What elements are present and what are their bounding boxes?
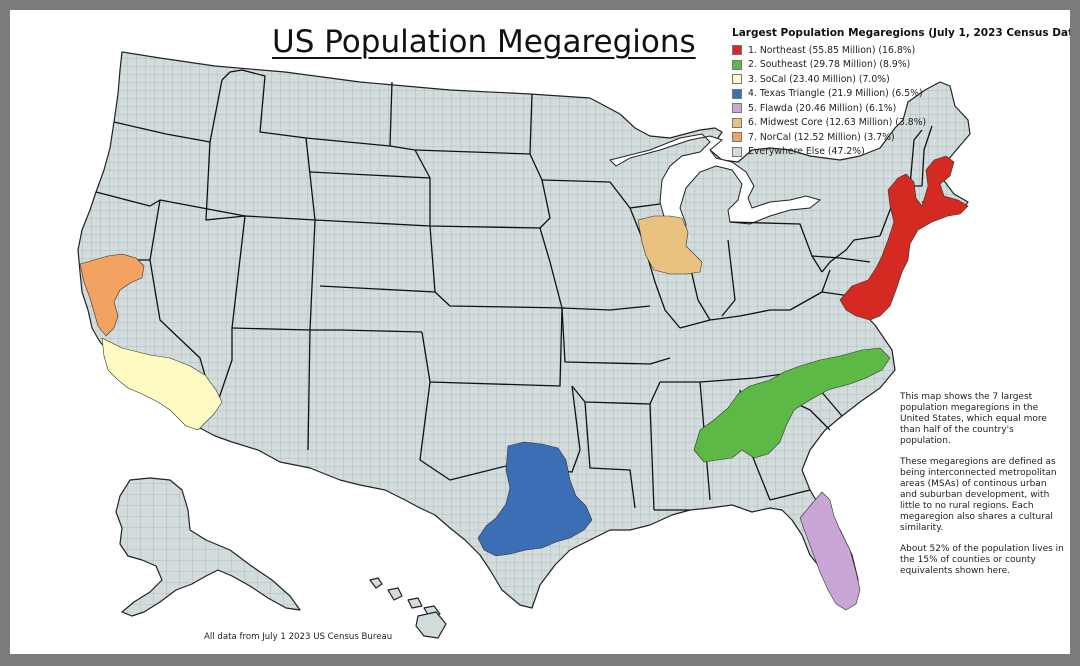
note-paragraph: These megaregions are defined as being i… xyxy=(900,457,1057,533)
legend-label-everywhere-else: Everywhere Else (47.2%) xyxy=(748,146,865,158)
page-title: US Population Megaregions xyxy=(272,24,696,60)
note-paragraph: This map shows the 7 largest population … xyxy=(900,392,1047,446)
legend: Largest Population Megaregions (July 1, … xyxy=(732,27,1070,160)
region-socal xyxy=(101,337,223,431)
legend-swatch-norcal xyxy=(732,132,742,143)
legend-label-northeast: 1. Northeast (55.85 Million) (16.8%) xyxy=(748,44,916,56)
legend-item-southeast: 2. Southeast (29.78 Million) (8.9%) xyxy=(732,58,1062,73)
legend-swatch-northeast xyxy=(732,45,742,56)
legend-item-norcal: 7. NorCal (12.52 Million) (3.7%) xyxy=(732,130,1062,145)
legend-item-flawda: 5. Flawda (20.46 Million) (6.1%) xyxy=(732,101,1062,116)
legend-label-midwest-core: 6. Midwest Core (12.63 Million) (3.8%) xyxy=(748,117,927,129)
legend-swatch-flawda xyxy=(732,103,742,114)
legend-swatch-midwest-core xyxy=(732,117,742,128)
legend-label-southeast: 2. Southeast (29.78 Million) (8.9%) xyxy=(748,59,911,71)
map-frame: US Population Megaregions Largest Popula… xyxy=(10,10,1070,654)
legend-item-northeast: 1. Northeast (55.85 Million) (16.8%) xyxy=(732,43,1062,58)
alaska-land xyxy=(115,477,301,617)
region-northeast xyxy=(839,155,969,321)
legend-label-norcal: 7. NorCal (12.52 Million) (3.7%) xyxy=(748,131,895,143)
legend-swatch-socal xyxy=(732,74,742,85)
region-flawda xyxy=(799,491,861,611)
legend-item-everywhere-else: Everywhere Else (47.2%) xyxy=(732,145,1062,160)
hawaii-islands xyxy=(369,577,447,639)
us-county-map xyxy=(77,51,971,639)
source-note: All data from July 1 2023 US Census Bure… xyxy=(204,632,393,642)
legend-swatch-texas-triangle xyxy=(732,88,742,99)
legend-item-midwest-core: 6. Midwest Core (12.63 Million) (3.8%) xyxy=(732,116,1062,131)
region-texas-triangle xyxy=(477,441,593,557)
legend-title: Largest Population Megaregions (July 1, … xyxy=(732,27,1070,39)
legend-swatch-everywhere-else xyxy=(732,146,742,157)
region-southeast xyxy=(693,347,891,463)
megaregions xyxy=(79,155,969,611)
legend-item-texas-triangle: 4. Texas Triangle (21.9 Million) (6.5%) xyxy=(732,87,1062,102)
map-notes: This map shows the 7 largest population … xyxy=(900,392,1066,587)
legend-swatch-southeast xyxy=(732,59,742,70)
legend-label-socal: 3. SoCal (23.40 Million) (7.0%) xyxy=(748,73,890,85)
legend-item-socal: 3. SoCal (23.40 Million) (7.0%) xyxy=(732,72,1062,87)
legend-label-texas-triangle: 4. Texas Triangle (21.9 Million) (6.5%) xyxy=(748,88,923,100)
note-paragraph: About 52% of the population lives in the… xyxy=(900,544,1064,576)
region-norcal xyxy=(79,253,145,337)
legend-label-flawda: 5. Flawda (20.46 Million) (6.1%) xyxy=(748,102,897,114)
region-midwest-core xyxy=(637,215,703,275)
